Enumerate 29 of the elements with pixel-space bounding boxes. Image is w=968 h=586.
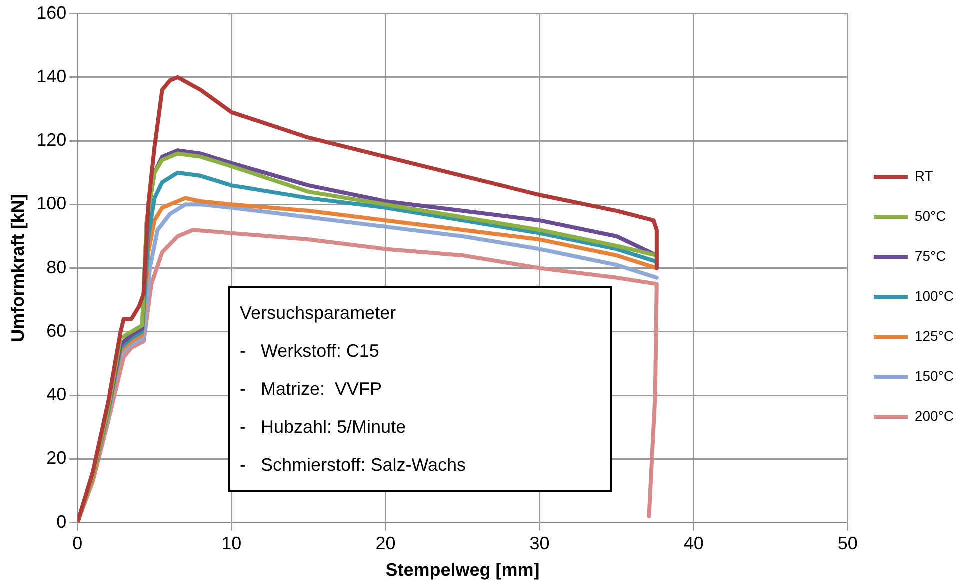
x-tick-label: 20 <box>376 534 396 554</box>
annotation: - Werkstoff: C15 <box>240 340 380 363</box>
y-tick-label: 40 <box>46 384 67 405</box>
y-tick-label: 140 <box>36 66 67 86</box>
annotation: - Hubzahl: 5/Minute <box>240 416 408 439</box>
y-tick-label: 160 <box>36 2 67 23</box>
legend-label: 75°C <box>914 248 946 264</box>
x-tick-label: 10 <box>222 534 242 554</box>
annotation: Versuchsparameter <box>240 302 398 325</box>
y-axis-title: Umformkraft [kN] <box>8 194 28 342</box>
legend-label: 100°C <box>914 288 954 304</box>
y-tick-label: 60 <box>46 320 67 341</box>
legend-label: 125°C <box>914 328 954 344</box>
y-tick-label: 120 <box>36 130 67 150</box>
y-tick-label: 100 <box>36 194 67 214</box>
legend-label: 150°C <box>914 368 954 384</box>
legend-label: 200°C <box>914 408 954 424</box>
annotation: - Schmierstoff: Salz-Wachs <box>240 454 468 477</box>
x-axis-title: Stempelweg [mm] <box>386 560 540 580</box>
y-tick-label: 0 <box>56 512 67 532</box>
x-tick-label: 30 <box>530 534 550 554</box>
x-tick-label: 50 <box>838 534 858 554</box>
y-tick-label: 80 <box>46 257 67 278</box>
x-tick-label: 40 <box>684 534 704 554</box>
x-tick-label: 0 <box>72 534 83 554</box>
y-tick-label: 20 <box>46 448 67 468</box>
legend-label: 50°C <box>914 208 946 224</box>
legend-label: RT <box>914 168 934 184</box>
annotation: - Matrize: VVFP <box>240 378 384 401</box>
